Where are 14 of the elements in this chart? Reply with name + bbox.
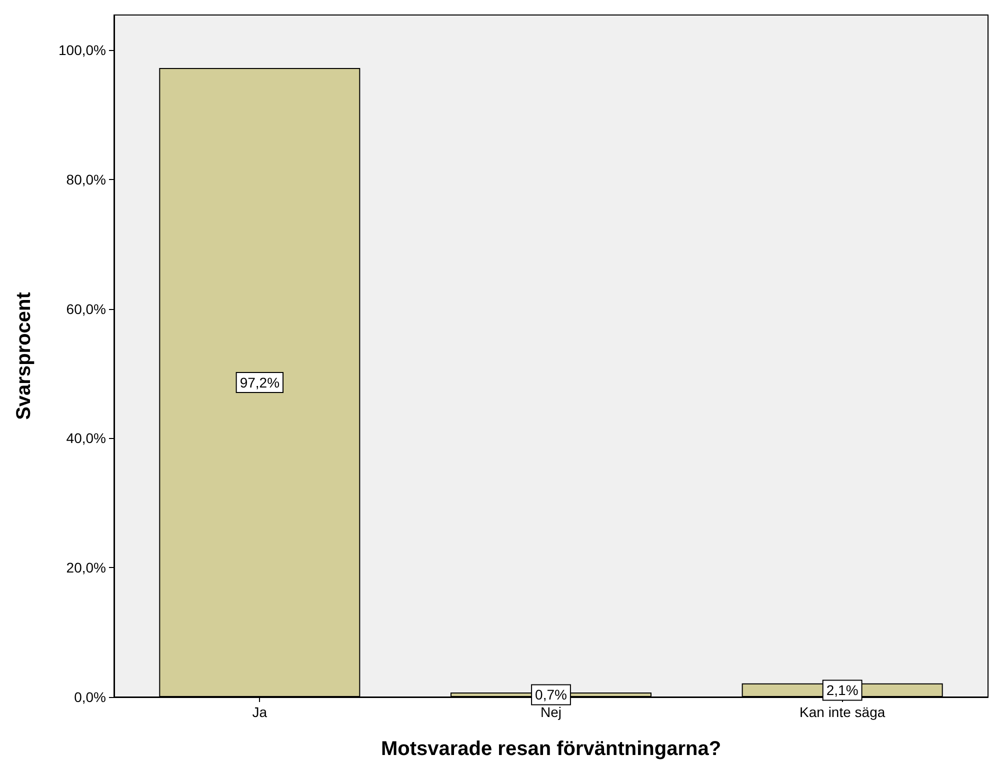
x-tick-label: Nej (540, 704, 562, 720)
x-tick-label: Ja (252, 704, 268, 720)
y-tick-label: 60,0% (66, 300, 106, 317)
x-axis-title: Motsvarade resan förväntningarna? (380, 738, 722, 760)
y-tick-label: 40,0% (66, 430, 106, 446)
y-axis-title: Svarsprocent (13, 292, 35, 420)
y-tick-label: 80,0% (66, 171, 106, 188)
y-tick-label: 20,0% (66, 560, 106, 576)
y-tick-label: 0,0% (74, 689, 106, 705)
x-tick-label: Kan inte säga (800, 704, 886, 720)
data-label: 97,2% (240, 374, 280, 391)
y-tick-label: 100,0% (58, 42, 106, 58)
data-label: 2,1% (826, 682, 858, 698)
data-label: 0,7% (535, 686, 567, 703)
